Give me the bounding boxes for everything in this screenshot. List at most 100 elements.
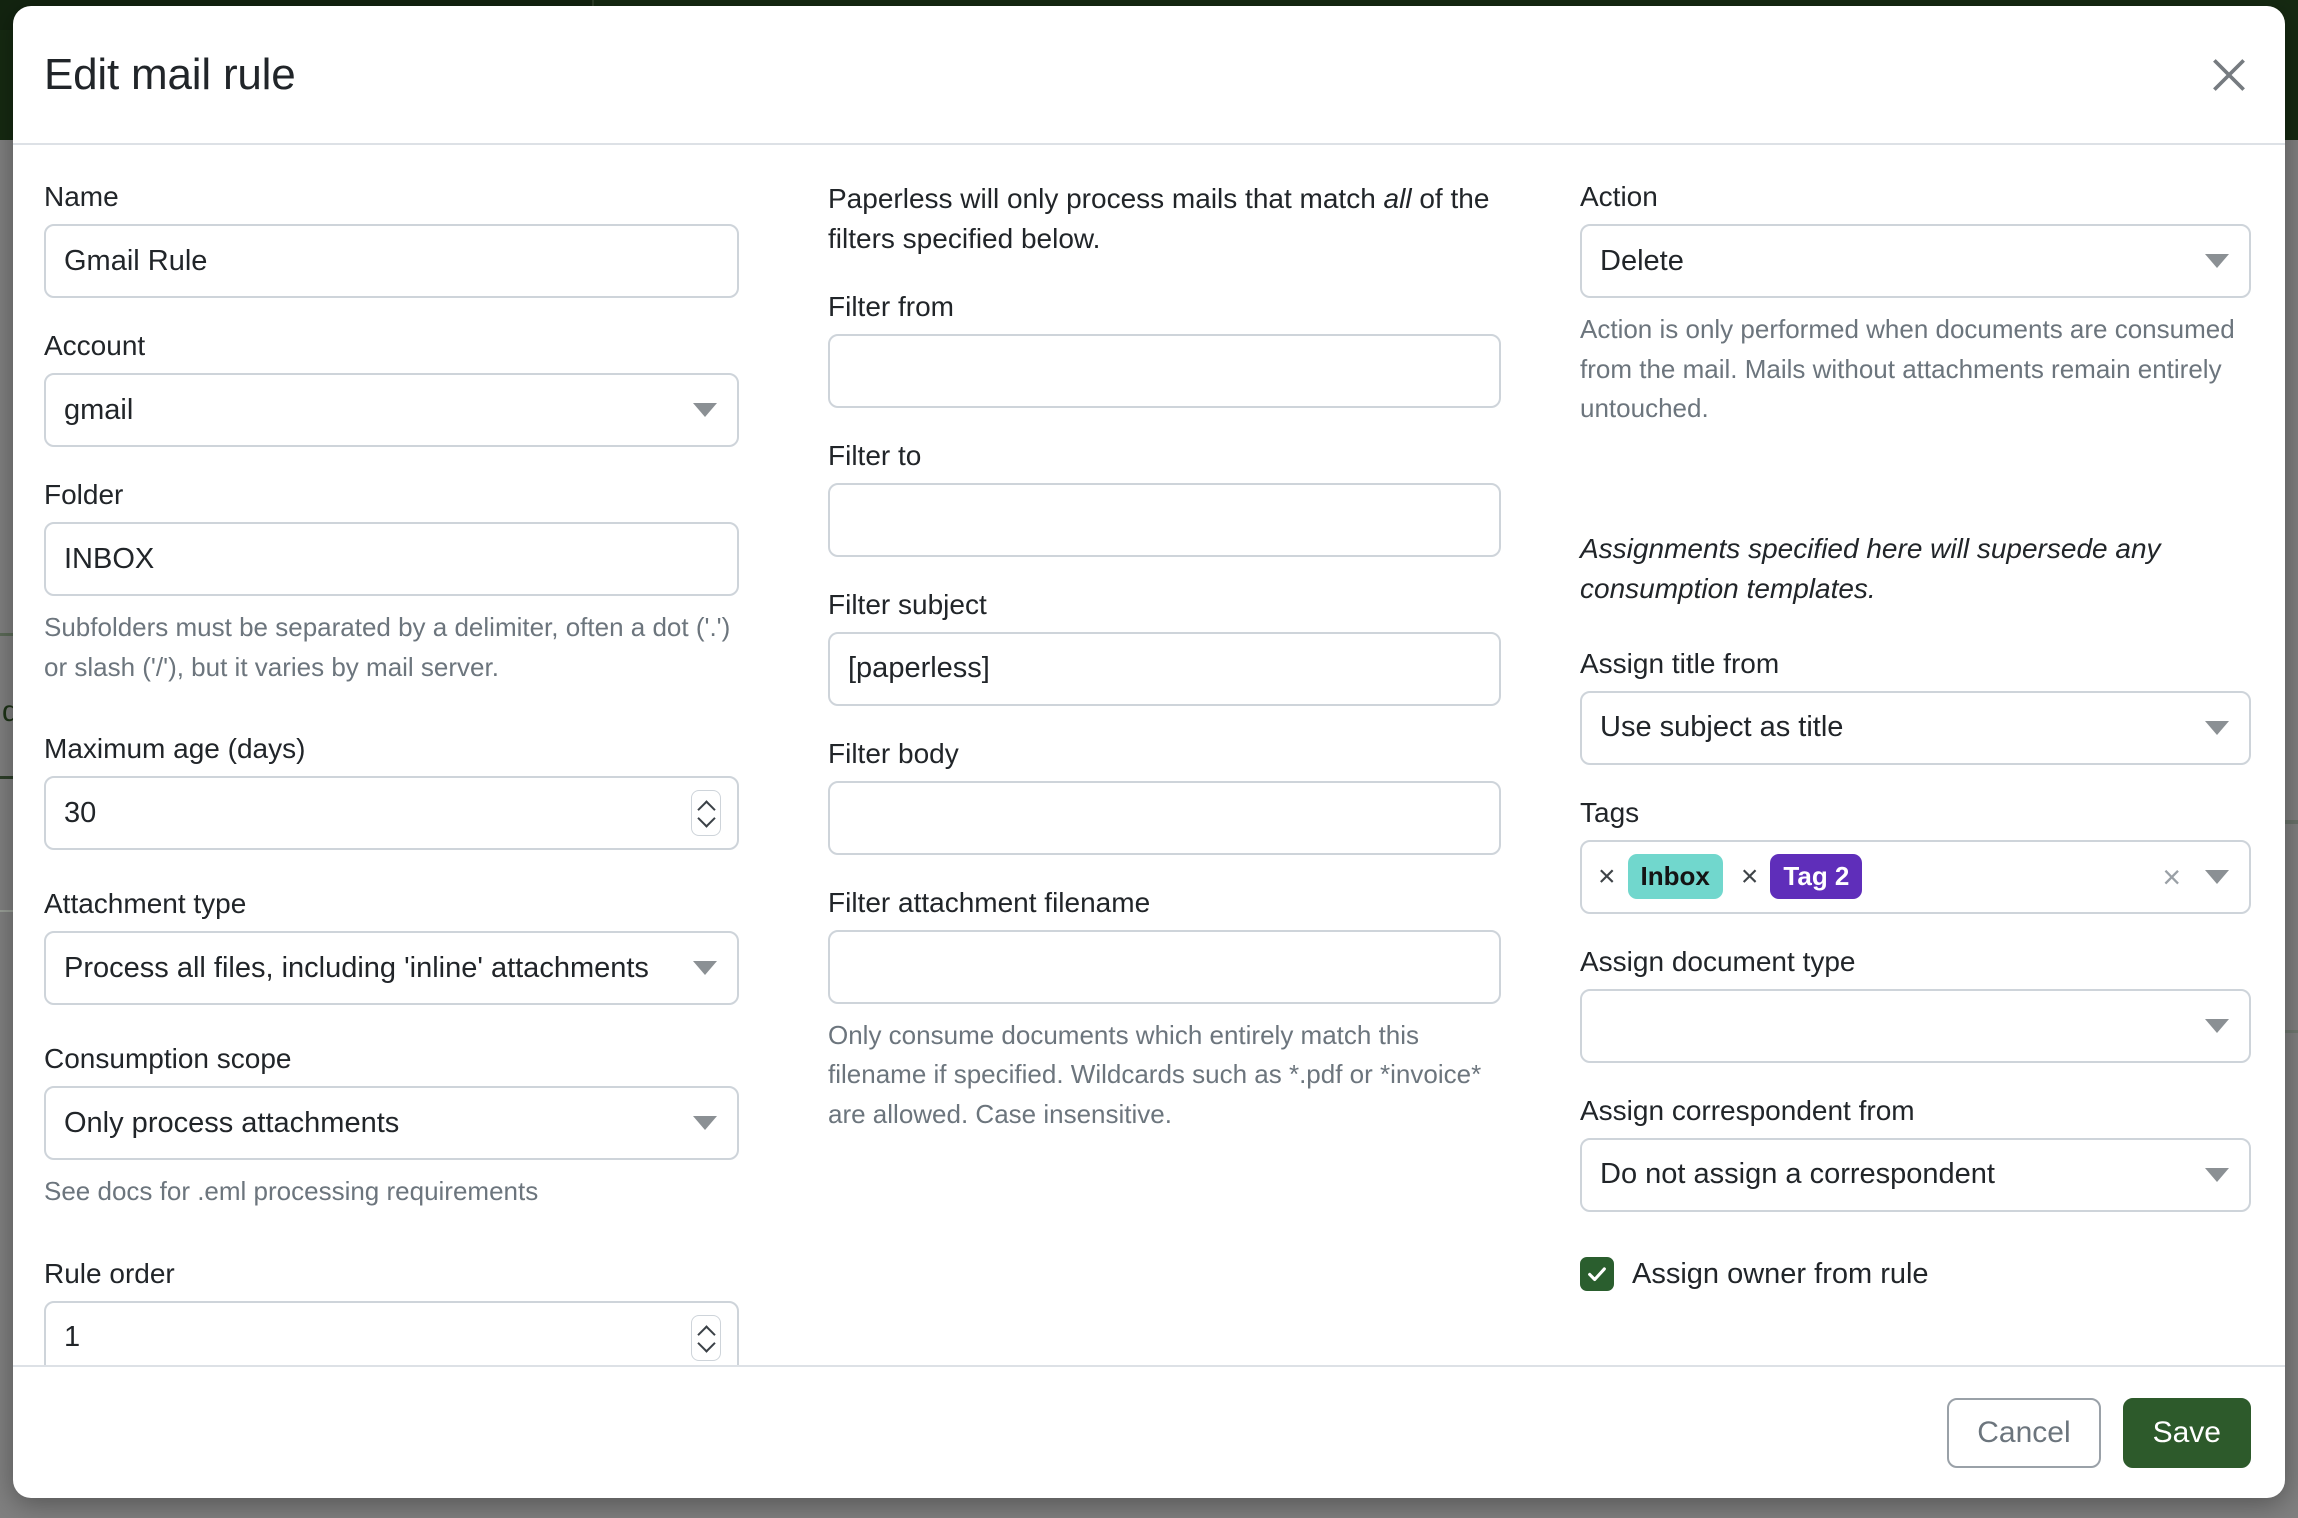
rule-order-stepper[interactable]: 1 — [44, 1300, 739, 1365]
remove-tag-icon[interactable]: × — [1598, 859, 1616, 893]
assignments-note: Assignments specified here will supersed… — [1580, 532, 2161, 605]
assign-owner-label: Assign owner from rule — [1632, 1257, 1929, 1290]
consumption-scope-select[interactable]: Only process attachments — [44, 1086, 739, 1161]
folder-input[interactable]: INBOX — [44, 522, 739, 596]
filter-to-input[interactable] — [828, 482, 1501, 557]
account-label: Account — [44, 330, 146, 361]
clear-tags-icon[interactable]: × — [2162, 858, 2181, 895]
stepper-buttons[interactable] — [691, 790, 721, 837]
filters-intro-emphasis: all — [1383, 183, 1412, 214]
close-icon — [2213, 58, 2245, 91]
tags-input[interactable]: × Inbox × Tag 2 × — [1580, 839, 2251, 914]
close-button[interactable] — [2201, 47, 2257, 103]
filter-subject-value: [paperless] — [848, 652, 990, 684]
assign-correspondent-from-value: Do not assign a correspondent — [1600, 1158, 1995, 1191]
assign-title-from-label: Assign title from — [1580, 647, 1780, 679]
account-value: gmail — [64, 393, 134, 426]
dialog-body: Name Gmail Rule Account gmail Folder INB… — [13, 145, 2285, 1365]
rule-order-label: Rule order — [44, 1257, 175, 1289]
account-select[interactable]: gmail — [44, 373, 739, 447]
middle-column: Paperless will only process mails that m… — [773, 179, 1535, 1365]
field-assign-title-from: Assign title from Use subject as title — [1580, 646, 2251, 765]
filters-intro-suffix: of the filters specified below. — [828, 183, 1490, 254]
name-input[interactable]: Gmail Rule — [44, 224, 739, 298]
attachment-type-select[interactable]: Process all files, including 'inline' at… — [44, 931, 739, 1006]
consumption-scope-label: Consumption scope — [44, 1043, 292, 1075]
field-name: Name Gmail Rule — [44, 179, 739, 298]
assign-document-type-select[interactable] — [1580, 988, 2251, 1063]
chevron-down-icon — [693, 403, 717, 417]
field-consumption-scope: Consumption scope Only process attachmen… — [44, 1041, 739, 1212]
field-account: Account gmail — [44, 328, 739, 447]
chevron-down-icon — [2205, 720, 2229, 735]
chevron-down-icon — [2205, 254, 2229, 268]
field-tags: Tags × Inbox × Tag 2 × — [1580, 795, 2251, 914]
field-filter-subject: Filter subject [paperless] — [828, 587, 1501, 706]
filter-to-label: Filter to — [828, 439, 922, 471]
chevron-down-icon — [693, 1116, 717, 1131]
check-icon — [1588, 1267, 1606, 1281]
left-column: Name Gmail Rule Account gmail Folder INB… — [13, 179, 773, 1365]
assign-owner-checkbox[interactable] — [1580, 1256, 1614, 1291]
filters-intro-prefix: Paperless will only process mails that m… — [828, 183, 1384, 214]
dialog-footer: Cancel Save — [13, 1365, 2285, 1498]
save-button[interactable]: Save — [2122, 1397, 2251, 1468]
chevron-down-icon[interactable] — [698, 1340, 714, 1349]
filter-attachment-filename-help-text: Only consume documents which entirely ma… — [828, 1019, 1482, 1129]
maximum-age-stepper[interactable]: 30 — [44, 776, 739, 851]
chevron-down-icon[interactable] — [698, 815, 714, 824]
folder-value: INBOX — [64, 542, 155, 575]
page-title: Edit mail rule — [44, 49, 296, 99]
field-attachment-type: Attachment type Process all files, inclu… — [44, 886, 739, 1006]
assign-correspondent-from-select[interactable]: Do not assign a correspondent — [1580, 1137, 2251, 1212]
filter-from-input[interactable] — [828, 333, 1501, 408]
tag-chip[interactable]: Inbox — [1627, 854, 1723, 900]
filters-intro-text: Paperless will only process mails that m… — [828, 179, 1501, 259]
filter-body-input[interactable] — [828, 780, 1501, 855]
chevron-down-icon[interactable] — [2205, 869, 2229, 884]
filter-from-label: Filter from — [828, 290, 954, 322]
tag-item: × Tag 2 — [1740, 854, 1863, 900]
tag-chip[interactable]: Tag 2 — [1770, 854, 1863, 900]
dialog-header: Edit mail rule — [13, 6, 2285, 145]
attachment-type-label: Attachment type — [44, 888, 247, 920]
field-filter-body: Filter body — [828, 736, 1501, 855]
tags-controls: × — [2162, 861, 2235, 893]
field-rule-order: Rule order 1 — [44, 1256, 739, 1365]
action-help-text: Action is only performed when documents … — [1580, 314, 2235, 424]
chevron-down-icon — [2205, 1167, 2229, 1182]
field-assign-owner-from-rule[interactable]: Assign owner from rule — [1580, 1256, 2251, 1292]
field-assign-correspondent-from: Assign correspondent from Do not assign … — [1580, 1093, 2251, 1212]
field-action: Action Delete Action is only performed w… — [1580, 179, 2251, 429]
consumption-scope-help-text: See docs for .eml processing requirement… — [44, 1176, 539, 1207]
assign-document-type-label: Assign document type — [1580, 945, 1856, 977]
field-assign-document-type: Assign document type — [1580, 944, 2251, 1063]
field-filter-to: Filter to — [828, 438, 1501, 557]
folder-help-text: Subfolders must be separated by a delimi… — [44, 612, 731, 682]
attachment-type-value: Process all files, including 'inline' at… — [64, 951, 649, 984]
tags-label: Tags — [1580, 796, 1640, 828]
action-value: Delete — [1600, 244, 1684, 277]
assign-correspondent-from-label: Assign correspondent from — [1580, 1094, 1915, 1126]
action-label: Action — [1580, 181, 1658, 212]
edit-mail-rule-dialog: Edit mail rule Name Gmail Rule Account g… — [13, 6, 2285, 1498]
maximum-age-value: 30 — [64, 796, 97, 829]
tag-item: × Inbox — [1598, 854, 1723, 900]
name-value: Gmail Rule — [64, 244, 208, 277]
field-maximum-age: Maximum age (days) 30 — [44, 731, 739, 851]
assign-title-from-select[interactable]: Use subject as title — [1580, 690, 2251, 765]
filter-subject-label: Filter subject — [828, 588, 987, 620]
filter-subject-input[interactable]: [paperless] — [828, 631, 1501, 706]
filter-body-label: Filter body — [828, 737, 959, 769]
cancel-button[interactable]: Cancel — [1947, 1397, 2101, 1468]
maximum-age-label: Maximum age (days) — [44, 733, 306, 765]
field-filter-attachment-filename: Filter attachment filename Only consume … — [828, 885, 1501, 1135]
rule-order-value: 1 — [64, 1321, 81, 1354]
filter-attachment-filename-label: Filter attachment filename — [828, 886, 1151, 918]
remove-tag-icon[interactable]: × — [1740, 859, 1759, 893]
filter-attachment-filename-input[interactable] — [828, 929, 1501, 1004]
stepper-buttons[interactable] — [691, 1314, 721, 1361]
assign-title-from-value: Use subject as title — [1600, 711, 1844, 744]
action-select[interactable]: Delete — [1580, 224, 2251, 298]
chevron-down-icon — [693, 961, 717, 976]
